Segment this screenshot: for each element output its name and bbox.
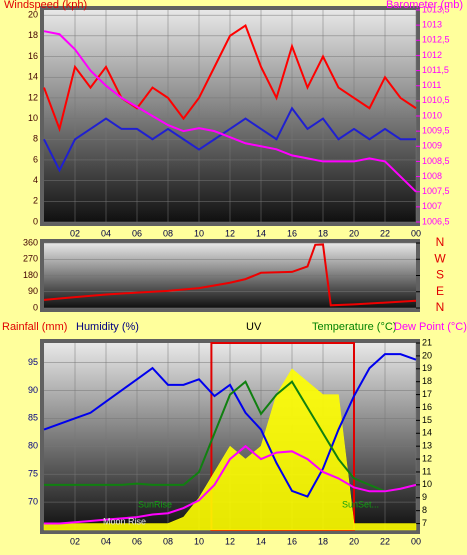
line <box>43 30 417 193</box>
y2-tick-label: 20 <box>422 350 432 360</box>
y2-tick-label: 13 <box>422 441 432 451</box>
y2-tick-label: E <box>436 284 444 298</box>
x-tick-label: 02 <box>70 536 80 546</box>
y2-tick-label: 1012 <box>422 50 442 60</box>
y2-tick-label: 8 <box>422 505 427 515</box>
y-tick-label: 270 <box>23 254 38 264</box>
y2-tick-label: 12 <box>422 453 432 463</box>
x-tick-label: 04 <box>101 228 111 238</box>
line <box>43 353 417 498</box>
y-tick-label: 18 <box>28 30 38 40</box>
y-tick-label: 90 <box>28 385 38 395</box>
x-tick-label: 06 <box>132 228 142 238</box>
y2-tick-label: 1006,5 <box>422 216 450 226</box>
x-tick-label: 16 <box>287 536 297 546</box>
y2-tick-label: 1012,5 <box>422 35 450 45</box>
y-tick-label: 10 <box>28 113 38 123</box>
y2-tick-label: 1013,5 <box>422 4 450 14</box>
x-tick-label: 00 <box>411 228 421 238</box>
y2-tick-label: 1011 <box>422 80 441 90</box>
y2-tick-label: S <box>436 268 444 282</box>
x-tick-label: 22 <box>380 228 390 238</box>
y-tick-label: 4 <box>33 175 38 185</box>
y2-tick-label: 1010,5 <box>422 95 450 105</box>
line <box>44 444 417 525</box>
y2-tick-label: 1008 <box>422 171 442 181</box>
x-tick-label: 02 <box>70 228 80 238</box>
annotation: SunSet... <box>342 499 379 509</box>
y2-axis-label: Barometer (mb) <box>386 0 463 11</box>
y-tick-label: 16 <box>28 51 38 61</box>
x-tick-label: 10 <box>194 536 204 546</box>
y-tick-label: 90 <box>28 286 38 296</box>
x-tick-label: 08 <box>163 228 173 238</box>
y2-tick-label: 1010 <box>422 110 442 120</box>
y-tick-label: 95 <box>28 357 38 367</box>
line <box>43 23 417 133</box>
y2-tick-label: 1007 <box>422 201 442 211</box>
y2-tick-label: 9 <box>422 492 427 502</box>
y-tick-label: 85 <box>28 413 38 423</box>
y2-tick-label: 1013 <box>422 20 442 30</box>
x-tick-label: 20 <box>349 228 359 238</box>
x-tick-label: 12 <box>225 536 235 546</box>
legend-label: Temperature (°C) <box>312 321 396 333</box>
y2-tick-label: 1009 <box>422 141 442 151</box>
y2-tick-label: N <box>436 300 445 314</box>
y-axis-label: Windspeed (kph) <box>4 0 87 11</box>
annotation: SunRise <box>138 499 172 509</box>
y2-tick-label: 1011,5 <box>422 65 449 75</box>
legend-label: Humidity (%) <box>76 321 139 333</box>
y-tick-label: 20 <box>28 10 38 20</box>
y2-tick-label: 10 <box>422 479 432 489</box>
x-tick-label: 14 <box>256 228 266 238</box>
x-tick-label: 00 <box>411 536 421 546</box>
y2-tick-label: 16 <box>422 402 432 412</box>
x-tick-label: 16 <box>287 228 297 238</box>
x-tick-label: 04 <box>101 536 111 546</box>
y2-tick-label: 1008,5 <box>422 156 450 166</box>
x-tick-label: 18 <box>318 228 328 238</box>
x-tick-label: 20 <box>349 536 359 546</box>
x-tick-label: 22 <box>380 536 390 546</box>
x-tick-label: 18 <box>318 536 328 546</box>
y-tick-label: 80 <box>28 441 38 451</box>
y2-tick-label: 18 <box>422 376 432 386</box>
y2-tick-label: 11 <box>422 466 431 476</box>
y-tick-label: 360 <box>23 237 38 247</box>
y2-tick-label: W <box>434 251 446 265</box>
y-tick-label: 6 <box>33 154 38 164</box>
x-tick-label: 08 <box>163 536 173 546</box>
y2-tick-label: N <box>436 235 445 249</box>
y2-tick-label: 1009,5 <box>422 126 450 136</box>
x-tick-label: 10 <box>194 228 204 238</box>
y-tick-label: 2 <box>33 196 38 206</box>
x-tick-label: 12 <box>225 228 235 238</box>
line <box>44 380 417 493</box>
x-tick-label: 14 <box>256 536 266 546</box>
y2-tick-label: 14 <box>422 428 432 438</box>
y-tick-label: 0 <box>33 302 38 312</box>
x-tick-label: 06 <box>132 536 142 546</box>
legend-label: Dew Point (°C) <box>394 321 467 333</box>
line <box>43 106 416 173</box>
y-tick-label: 12 <box>28 92 38 102</box>
y2-tick-label: 19 <box>422 363 432 373</box>
legend-label: UV <box>246 321 262 333</box>
line <box>43 243 417 307</box>
y-tick-label: 14 <box>28 72 38 82</box>
y-tick-label: 180 <box>23 270 38 280</box>
annotation: Moon Rise <box>103 516 146 526</box>
y-tick-label: 75 <box>28 469 38 479</box>
y-tick-label: 0 <box>33 216 38 226</box>
legend-label: Rainfall (mm) <box>2 321 67 333</box>
y2-tick-label: 7 <box>422 518 427 528</box>
y2-tick-label: 17 <box>422 389 432 399</box>
y2-tick-label: 21 <box>422 337 432 347</box>
y-tick-label: 8 <box>33 134 38 144</box>
y2-tick-label: 1007,5 <box>422 186 450 196</box>
y2-tick-label: 15 <box>422 415 432 425</box>
y-tick-label: 70 <box>28 496 38 506</box>
